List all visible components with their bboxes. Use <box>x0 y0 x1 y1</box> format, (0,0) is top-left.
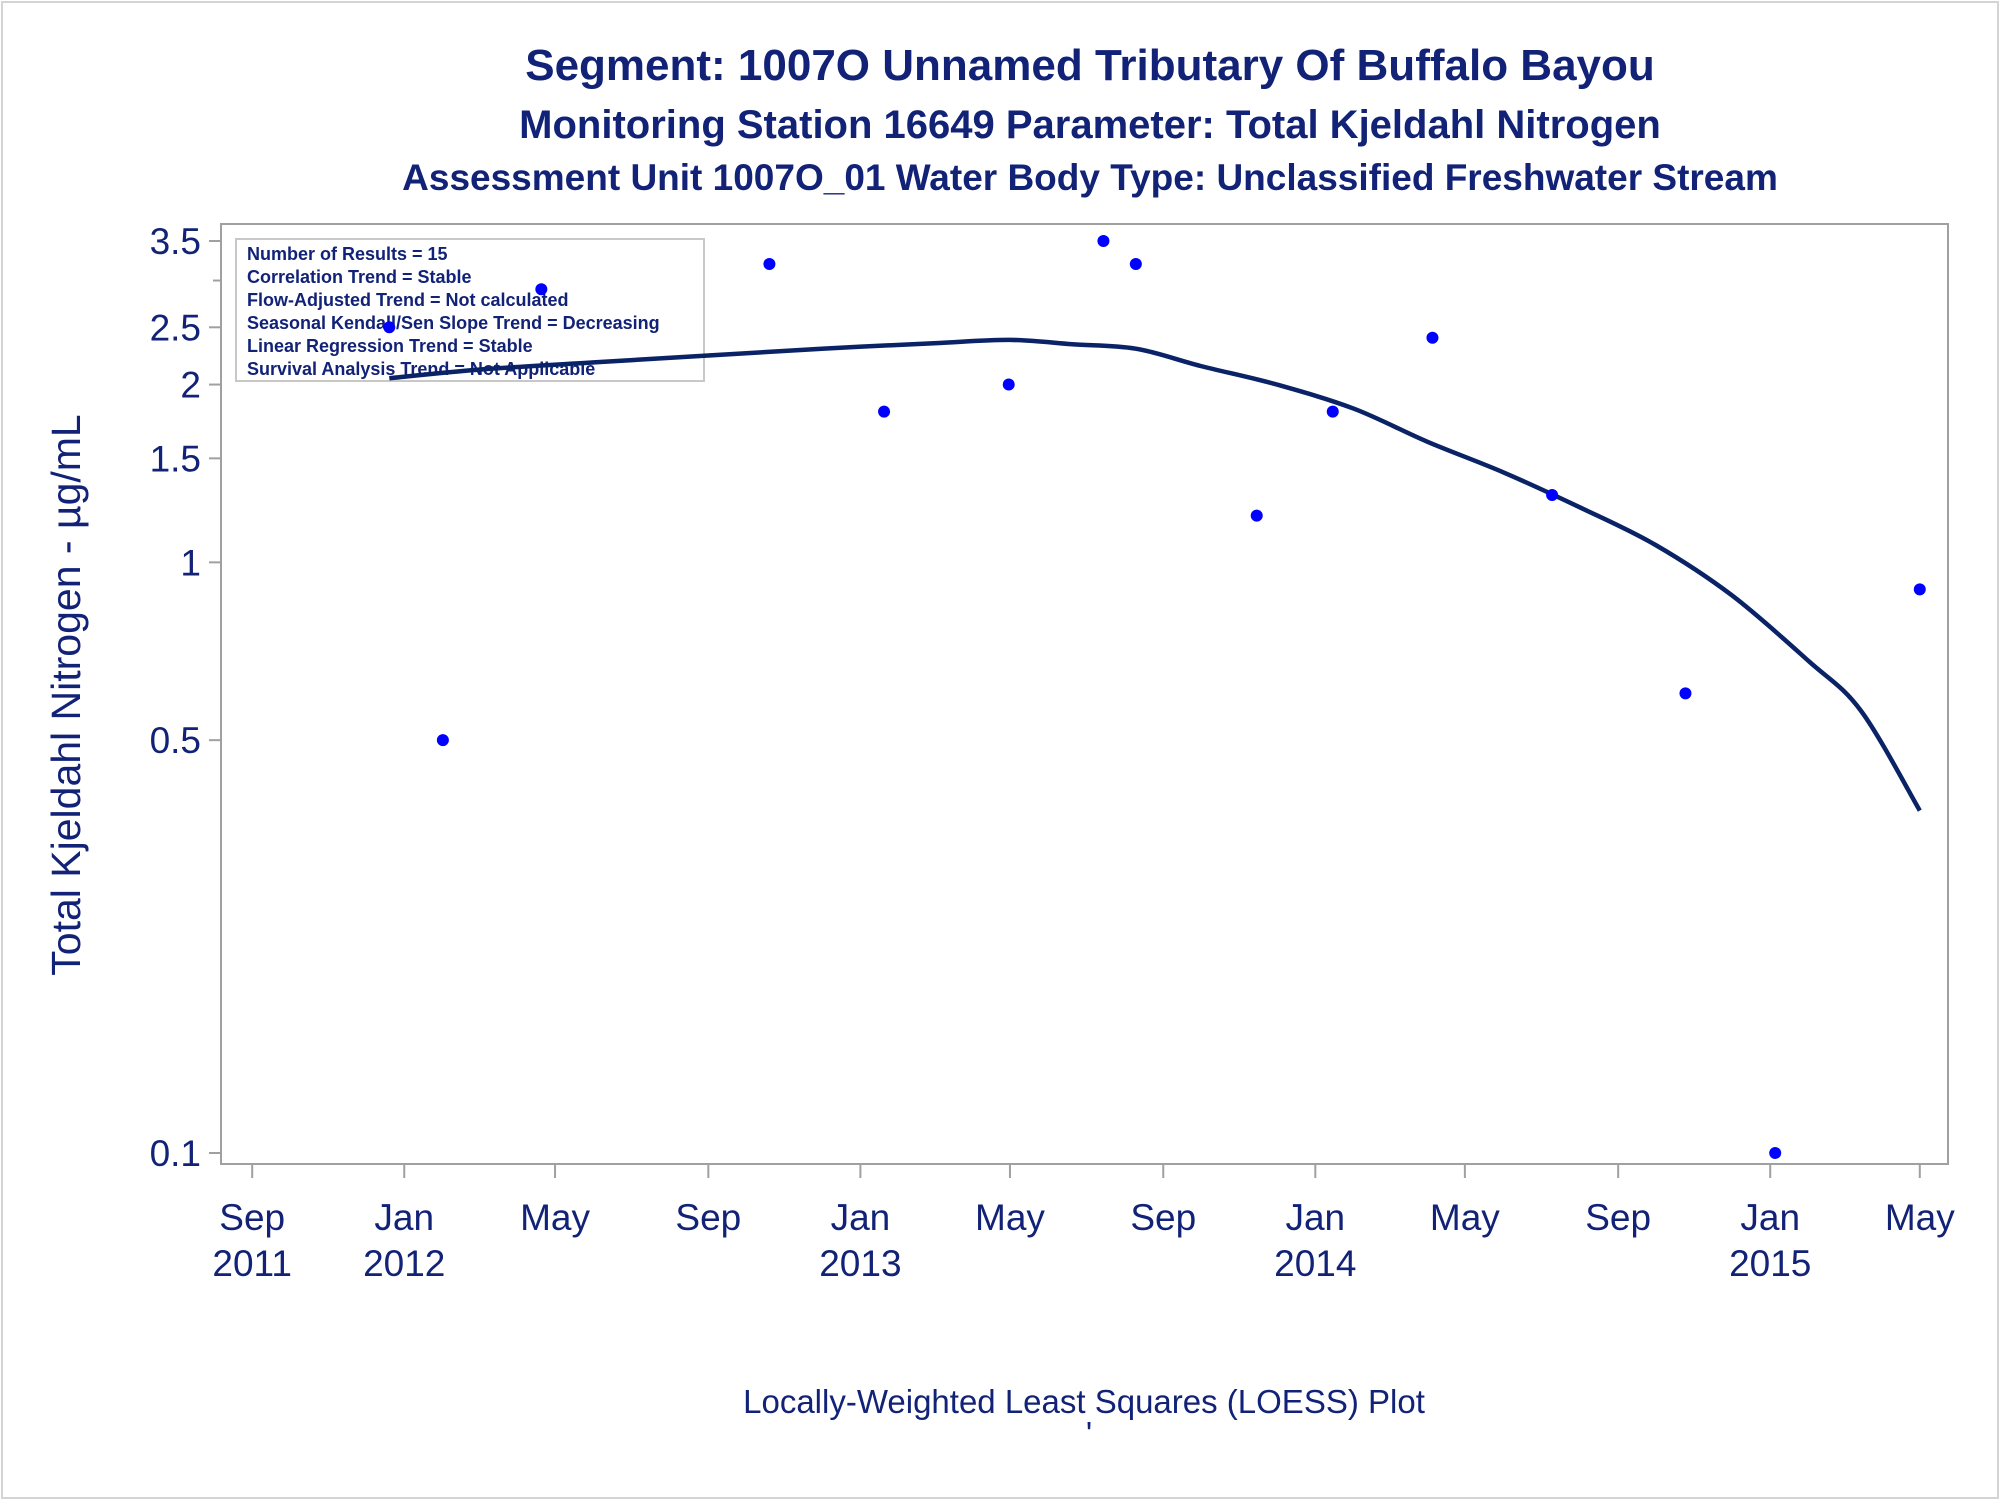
chart-subtitle-2: Assessment Unit 1007O_01 Water Body Type… <box>402 157 1778 198</box>
data-point <box>1129 257 1142 270</box>
data-point <box>1097 235 1110 247</box>
data-point <box>383 321 396 334</box>
stat-number-of-results: Number of Results = 15 <box>247 244 448 264</box>
stats-box: Number of Results = 15 Correlation Trend… <box>235 238 705 382</box>
x-tick-label-month: Jan <box>1285 1197 1345 1238</box>
footnote-mark: ' <box>1086 1415 1092 1452</box>
chart-title: Segment: 1007O Unnamed Tributary Of Buff… <box>525 41 1655 90</box>
y-axis-title: Total Kjeldahl Nitrogen - µg/mL <box>43 414 89 975</box>
y-tick-label: 3.5 <box>150 221 201 262</box>
y-tick-label: 2.5 <box>150 307 201 348</box>
stats-box-border <box>235 238 705 382</box>
data-point <box>1326 405 1339 418</box>
x-tick-label-month: May <box>1885 1197 1955 1238</box>
data-point <box>1426 331 1439 344</box>
x-tick-label-year: 2012 <box>363 1243 445 1284</box>
y-tick-label: 2 <box>180 365 201 406</box>
loess-line-layer <box>389 337 1922 812</box>
chart-footnote: Locally-Weighted Least Squares (LOESS) P… <box>743 1383 1425 1420</box>
y-axis: 0.1 0.5 1 1.5 2 2.5 3.5 <box>150 221 221 1174</box>
x-tick-label-month: Sep <box>675 1197 741 1238</box>
x-tick-label-month: May <box>975 1197 1045 1238</box>
data-point <box>1002 378 1015 391</box>
data-point <box>878 405 891 418</box>
y-tick-label: 1 <box>180 542 201 583</box>
chart-subtitle: Monitoring Station 16649 Parameter: Tota… <box>519 103 1661 147</box>
data-point <box>535 283 548 296</box>
x-tick-label-year: 2014 <box>1274 1243 1356 1284</box>
x-tick-label-month: May <box>520 1197 590 1238</box>
data-point <box>1250 509 1263 522</box>
x-tick-label-year: 2011 <box>212 1243 292 1284</box>
x-tick-label-month: Jan <box>1740 1197 1800 1238</box>
data-point <box>1679 687 1692 700</box>
x-tick-label-month: Jan <box>374 1197 434 1238</box>
x-axis: Sep 2011 Jan 2012 May Sep Jan 2013 May Sep Jan 2014… <box>212 1163 1955 1284</box>
stat-seasonal-kendall-trend: Seasonal Kendall/Sen Slope Trend = Decre… <box>247 313 660 333</box>
stat-linear-regression-trend: Linear Regression Trend = Stable <box>247 336 533 356</box>
x-tick-label-year: 2015 <box>1729 1243 1811 1284</box>
data-point <box>1769 1147 1782 1159</box>
data-point <box>436 734 449 747</box>
stat-flow-adjusted-trend: Flow-Adjusted Trend = Not calculated <box>247 290 569 310</box>
data-point <box>763 257 776 270</box>
x-tick-label-month: Jan <box>831 1197 891 1238</box>
x-tick-label-month: Sep <box>219 1197 285 1238</box>
x-tick-label-month: Sep <box>1585 1197 1651 1238</box>
stat-correlation-trend: Correlation Trend = Stable <box>247 267 472 287</box>
data-point <box>1546 489 1559 502</box>
x-tick-label-year: 2013 <box>819 1243 901 1284</box>
y-tick-label: 0.1 <box>150 1133 201 1174</box>
x-tick-label-month: May <box>1430 1197 1500 1238</box>
data-point <box>1913 583 1926 596</box>
x-tick-label-month: Sep <box>1130 1197 1196 1238</box>
stat-survival-analysis-trend: Survival Analysis Trend = Not Applicable <box>247 359 595 379</box>
data-points-layer <box>383 235 1926 1159</box>
loess-line <box>389 337 1922 812</box>
y-tick-label: 1.5 <box>150 438 201 479</box>
y-tick-label: 0.5 <box>150 720 201 761</box>
